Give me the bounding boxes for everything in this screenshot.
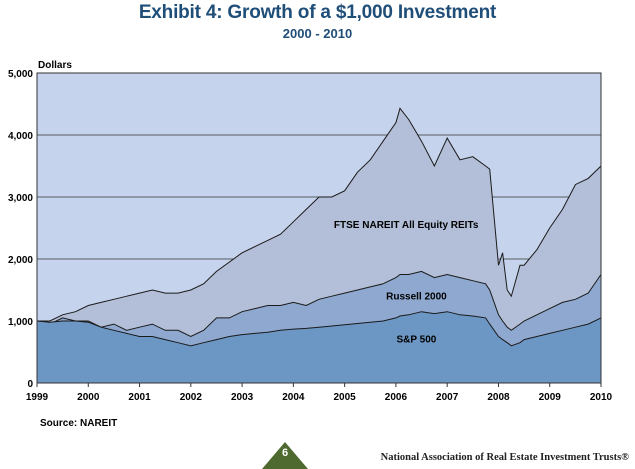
x-tick-label: 2006 bbox=[385, 392, 408, 403]
y-tick-label: 3,000 bbox=[8, 193, 33, 204]
x-tick-label: 2000 bbox=[77, 392, 100, 403]
x-tick-label: 2008 bbox=[487, 392, 510, 403]
organization-name: National Association of Real Estate Inve… bbox=[380, 452, 629, 463]
series-label-reits: FTSE NAREIT All Equity REITs bbox=[334, 220, 479, 231]
page-number: 6 bbox=[281, 447, 289, 459]
y-axis-label: Dollars bbox=[38, 60, 72, 71]
x-axis-ticks: 1999 2000 2001 2002 2003 2004 2005 2006 2007 2008… bbox=[26, 383, 613, 403]
x-tick-label: 2004 bbox=[282, 392, 305, 403]
x-tick-label: 2003 bbox=[231, 392, 254, 403]
x-tick-label: 2007 bbox=[436, 392, 459, 403]
y-axis-ticks: 0 1,000 2,000 3,000 4,000 5,000 bbox=[8, 69, 33, 390]
line-sp-500 bbox=[36, 311, 602, 347]
plot-frame bbox=[36, 72, 602, 384]
y-tick-label: 1,000 bbox=[8, 317, 33, 328]
y-tick-label: 4,000 bbox=[8, 131, 33, 142]
y-tick-label: 0 bbox=[27, 379, 33, 390]
x-tick-label: 1999 bbox=[26, 392, 49, 403]
page-number-badge bbox=[262, 442, 308, 469]
series-label-sp-500: S&P 500 bbox=[396, 335, 436, 346]
y-tick-label: 2,000 bbox=[8, 255, 33, 266]
area-sp-500 bbox=[37, 311, 601, 383]
chart-title: Exhibit 4: Growth of a $1,000 Investment bbox=[138, 2, 497, 23]
chart-subtitle: 2000 - 2010 bbox=[282, 26, 353, 41]
x-tick-label: 2009 bbox=[539, 392, 562, 403]
x-tick-label: 2010 bbox=[590, 392, 613, 403]
line-ftse-nareit-reits bbox=[37, 107, 602, 322]
y-tick-label: 5,000 bbox=[8, 69, 33, 80]
x-tick-label: 2001 bbox=[128, 392, 151, 403]
line-russell-2000 bbox=[36, 270, 602, 338]
source-note: Source: NAREIT bbox=[40, 418, 118, 429]
x-tick-label: 2005 bbox=[334, 392, 357, 403]
series-label-russell-2000: Russell 2000 bbox=[386, 291, 447, 302]
x-tick-label: 2002 bbox=[180, 392, 203, 403]
badge-shape bbox=[262, 442, 308, 469]
